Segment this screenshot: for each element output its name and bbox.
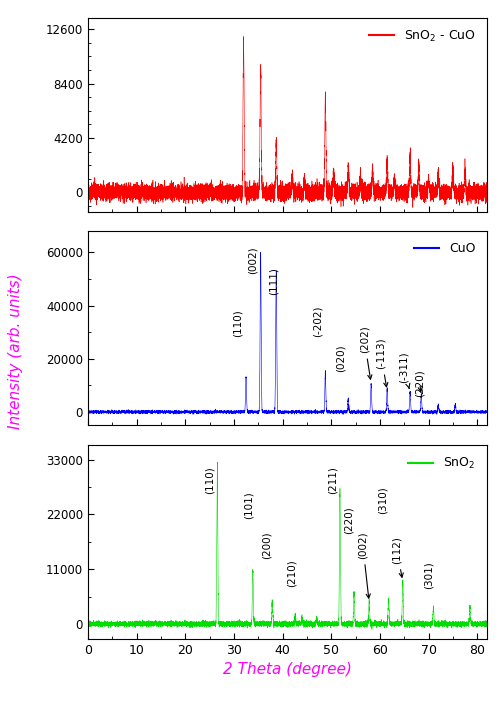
Text: (200): (200) (262, 531, 272, 559)
Text: (211): (211) (327, 467, 337, 494)
Text: (-113): (-113) (375, 338, 387, 387)
Text: (110): (110) (204, 467, 214, 494)
Text: (110): (110) (232, 310, 242, 338)
Text: (202): (202) (359, 326, 371, 379)
Text: (-311): (-311) (397, 351, 409, 388)
Text: (101): (101) (243, 491, 253, 519)
Text: (220): (220) (343, 507, 353, 534)
Text: (301): (301) (423, 562, 433, 589)
Legend: SnO$_2$ - CuO: SnO$_2$ - CuO (363, 24, 480, 49)
Text: (111): (111) (268, 267, 278, 295)
Text: (112): (112) (391, 536, 402, 577)
Text: (002): (002) (357, 531, 370, 598)
Text: (310): (310) (377, 486, 387, 515)
Text: Intensity (arb. units): Intensity (arb. units) (8, 273, 23, 429)
Text: (220): (220) (414, 369, 424, 397)
Text: (002): (002) (247, 246, 257, 274)
Legend: CuO: CuO (408, 237, 480, 260)
Text: (020): (020) (335, 345, 345, 372)
Text: (210): (210) (286, 559, 296, 587)
X-axis label: 2 Theta (degree): 2 Theta (degree) (222, 662, 351, 677)
Legend: SnO$_2$: SnO$_2$ (402, 451, 480, 476)
Text: (-202): (-202) (313, 306, 323, 338)
